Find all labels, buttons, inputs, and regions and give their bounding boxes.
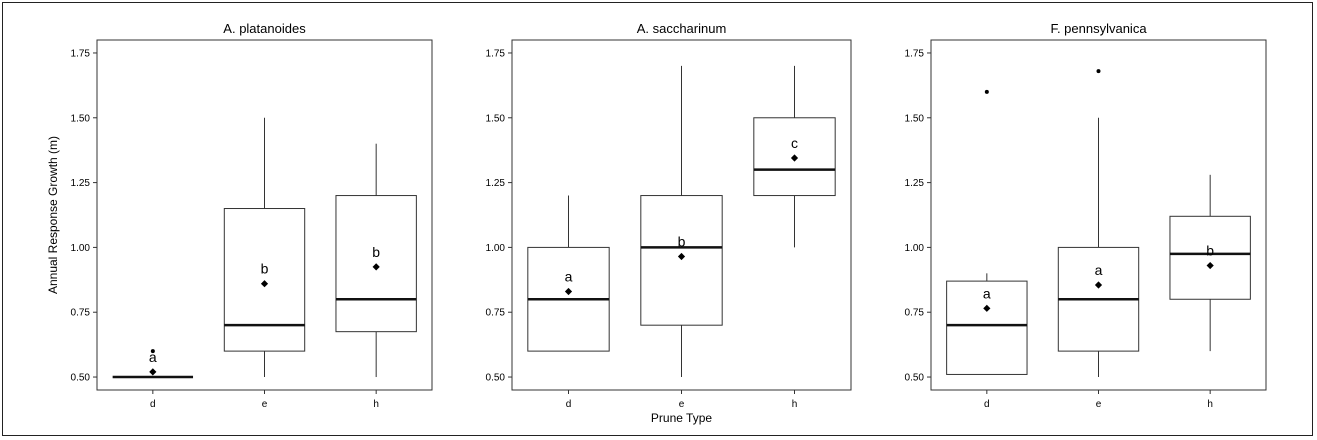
box-e: a [1057,69,1140,378]
panel-2: A. saccharinum 0.50 0.75 1.00 1.25 1.50 1.75 d e… [486,21,852,425]
y-tick-label: 1.25 [905,178,925,189]
panel-3: F. pennsylvanica 0.50 0.75 1.00 1.25 1.50 1.75… [905,21,1267,410]
x-axis-label: Prune Type [651,411,712,425]
panel-title: F. pennsylvanica [1050,21,1147,36]
significance-letter: b [678,233,686,249]
x-tick-label: e [262,399,268,410]
y-tick-label: 1.50 [71,113,91,124]
y-tick-label: 1.50 [486,113,506,124]
y-tick-label: 0.75 [71,308,91,319]
y-tick-label: 0.50 [486,373,506,384]
box-h: b [1169,174,1251,352]
mean-marker [564,287,573,296]
mean-marker [1094,281,1103,289]
significance-letter: c [791,135,798,151]
x-tick-label: d [984,399,990,410]
outlier-point [984,89,989,94]
iqr-box [946,280,1028,375]
mean-marker [983,304,991,312]
box-d: a [946,89,1028,375]
x-tick-label: e [1096,399,1102,410]
y-tick-label: 1.75 [71,48,91,59]
x-tick-label: d [566,399,572,410]
iqr-box [223,208,306,352]
significance-letter: a [565,268,573,284]
y-tick-label: 1.75 [905,48,925,59]
significance-letter: a [983,285,991,301]
panel-title: A. platanoides [223,21,306,36]
y-tick-label: 0.75 [486,308,506,319]
y-tick-label: 1.75 [486,48,506,59]
iqr-box [640,195,723,326]
outlier-point [1096,69,1101,74]
box-d: a [112,349,194,379]
mean-marker [677,252,686,261]
mean-marker [260,280,269,288]
y-tick-label: 0.50 [71,373,91,384]
x-tick-label: h [792,399,798,410]
mean-marker [790,154,799,162]
panel-1: A. platanoides 0.50 0.75 1.00 1.25 1.50 1.75 d e… [46,21,433,410]
significance-letter: b [261,261,269,277]
box-e: b [223,117,306,378]
y-tick-label: 0.50 [905,373,925,384]
y-tick-label: 1.00 [905,243,925,254]
panel-title: A. saccharinum [637,21,727,36]
box-h: c [753,65,836,248]
box-e: b [640,65,723,378]
mean-marker [1206,261,1214,270]
x-tick-label: e [679,399,685,410]
x-tick-label: h [373,399,379,410]
iqr-box [1169,215,1251,300]
box-h: b [335,143,417,378]
y-axis-label: Annual Response Growth (m) [46,136,60,294]
mean-marker [372,263,380,271]
box-d: a [527,195,610,352]
y-tick-label: 1.25 [71,178,91,189]
mean-marker [149,368,157,376]
significance-letter: b [372,244,380,260]
y-tick-label: 0.75 [905,308,925,319]
x-tick-label: h [1207,399,1213,410]
y-tick-label: 1.50 [905,113,925,124]
outlier-point [150,349,155,354]
y-tick-label: 1.00 [486,243,506,254]
significance-letter: a [1095,262,1103,278]
significance-letter: b [1206,243,1214,259]
y-tick-label: 1.00 [71,243,91,254]
y-tick-label: 1.25 [486,178,506,189]
x-tick-label: d [150,399,156,410]
significance-letter: a [149,349,157,365]
